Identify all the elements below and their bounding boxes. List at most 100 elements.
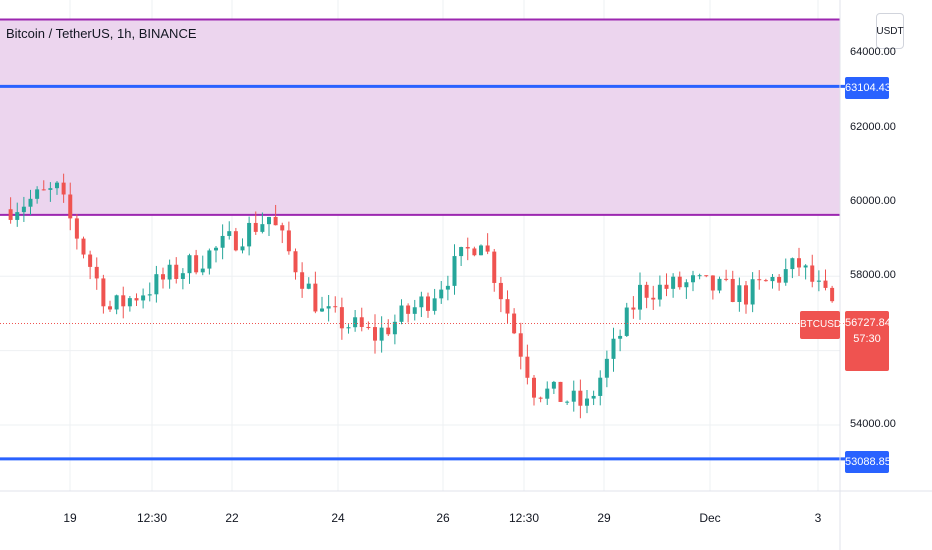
x-tick-label: 29 xyxy=(597,511,611,525)
candle-body xyxy=(538,397,543,399)
level-price-tag[interactable]: 53088.85 xyxy=(845,451,891,473)
last-price-tag: 56727.84 57:30 xyxy=(845,311,891,371)
candle-body xyxy=(512,313,517,334)
candle-body xyxy=(326,306,331,309)
candle-body xyxy=(101,278,106,307)
candle-body xyxy=(604,358,609,378)
candle-body xyxy=(664,284,669,289)
symbol-tag: BTCUSDT xyxy=(800,311,847,339)
candle-body xyxy=(273,216,278,226)
candles xyxy=(0,173,845,419)
candle-body xyxy=(167,264,172,280)
candle-body xyxy=(359,317,364,327)
candle-body xyxy=(114,295,119,310)
candle-body xyxy=(624,307,629,336)
candle-body xyxy=(472,248,477,256)
y-tick-label: 58000.00 xyxy=(850,269,896,281)
candle-body xyxy=(505,299,510,314)
candle-body xyxy=(320,308,324,312)
candle-body xyxy=(399,305,404,322)
x-tick-label: 12:30 xyxy=(136,511,168,525)
candle-body xyxy=(757,279,762,281)
candle-body xyxy=(147,294,152,296)
resistance-zone[interactable] xyxy=(0,18,840,216)
candle-body xyxy=(180,273,185,279)
candle-body xyxy=(651,297,656,300)
candle-body xyxy=(240,246,245,251)
candle-body xyxy=(200,268,205,273)
y-tick-label: 54000.00 xyxy=(850,418,896,430)
candle-body xyxy=(247,222,252,247)
candle-body xyxy=(816,280,821,282)
candle-body xyxy=(419,296,424,308)
candle-body xyxy=(260,224,265,232)
candle-body xyxy=(498,282,503,300)
candle-body xyxy=(121,295,126,307)
candle-body xyxy=(74,218,79,239)
candle-body xyxy=(35,189,40,199)
candle-body xyxy=(710,275,715,291)
candle-body xyxy=(439,289,444,299)
candle-body xyxy=(671,276,676,289)
candle-body xyxy=(28,198,33,207)
candle-body xyxy=(346,327,351,329)
y-tick-label: 62000.00 xyxy=(850,121,896,133)
candle-body xyxy=(220,235,225,248)
candle-body xyxy=(68,194,73,219)
candle-body xyxy=(445,285,450,290)
candle-body xyxy=(15,212,20,220)
candle-body xyxy=(810,265,815,282)
candle-body xyxy=(141,295,146,301)
candle-body xyxy=(803,265,808,268)
x-tick-label: 3 xyxy=(814,511,822,525)
candle-body xyxy=(638,284,642,310)
candle-body xyxy=(313,283,318,312)
candle-body xyxy=(717,278,722,291)
candle-body xyxy=(704,275,709,277)
candle-body xyxy=(598,377,603,396)
x-tick-label: 12:30 xyxy=(508,511,540,525)
candle-body xyxy=(452,256,457,286)
candle-body xyxy=(8,209,13,220)
candle-body xyxy=(108,306,112,310)
candle-body xyxy=(459,247,464,257)
symbol-title[interactable]: Bitcoin / TetherUS, 1h, BINANCE xyxy=(6,26,197,41)
level-price-tag[interactable]: 63104.43 xyxy=(845,77,891,99)
zone-fill xyxy=(0,19,840,215)
candle-body xyxy=(194,255,199,273)
x-tick-label: 19 xyxy=(63,511,77,525)
candle-body xyxy=(339,307,344,329)
candle-body xyxy=(790,258,795,270)
candle-body xyxy=(392,321,397,335)
candle-body xyxy=(631,307,636,310)
candle-body xyxy=(300,272,305,289)
candle-body xyxy=(737,285,742,302)
candle-body xyxy=(426,296,430,311)
candle-body xyxy=(677,276,682,288)
candle-body xyxy=(373,327,377,341)
currency-button[interactable]: USDT xyxy=(876,13,904,49)
candle-body xyxy=(525,356,530,378)
candle-body xyxy=(88,254,93,267)
candle-body xyxy=(691,275,695,283)
candle-body xyxy=(518,333,523,357)
candle-body xyxy=(558,381,563,402)
candle-body xyxy=(353,317,358,328)
candle-body xyxy=(545,388,550,399)
candle-body xyxy=(386,327,391,335)
x-tick-label: Dec xyxy=(699,511,721,525)
candle-body xyxy=(724,278,729,280)
candle-body xyxy=(485,245,490,252)
candle-body xyxy=(280,225,285,231)
candle-body xyxy=(227,231,232,236)
level-lines[interactable] xyxy=(0,84,845,461)
candle-body xyxy=(412,307,417,314)
candle-body xyxy=(777,276,782,283)
candle-body xyxy=(585,398,589,406)
candle-body xyxy=(744,285,748,305)
candle-body xyxy=(770,276,775,282)
candle-body xyxy=(657,284,662,300)
